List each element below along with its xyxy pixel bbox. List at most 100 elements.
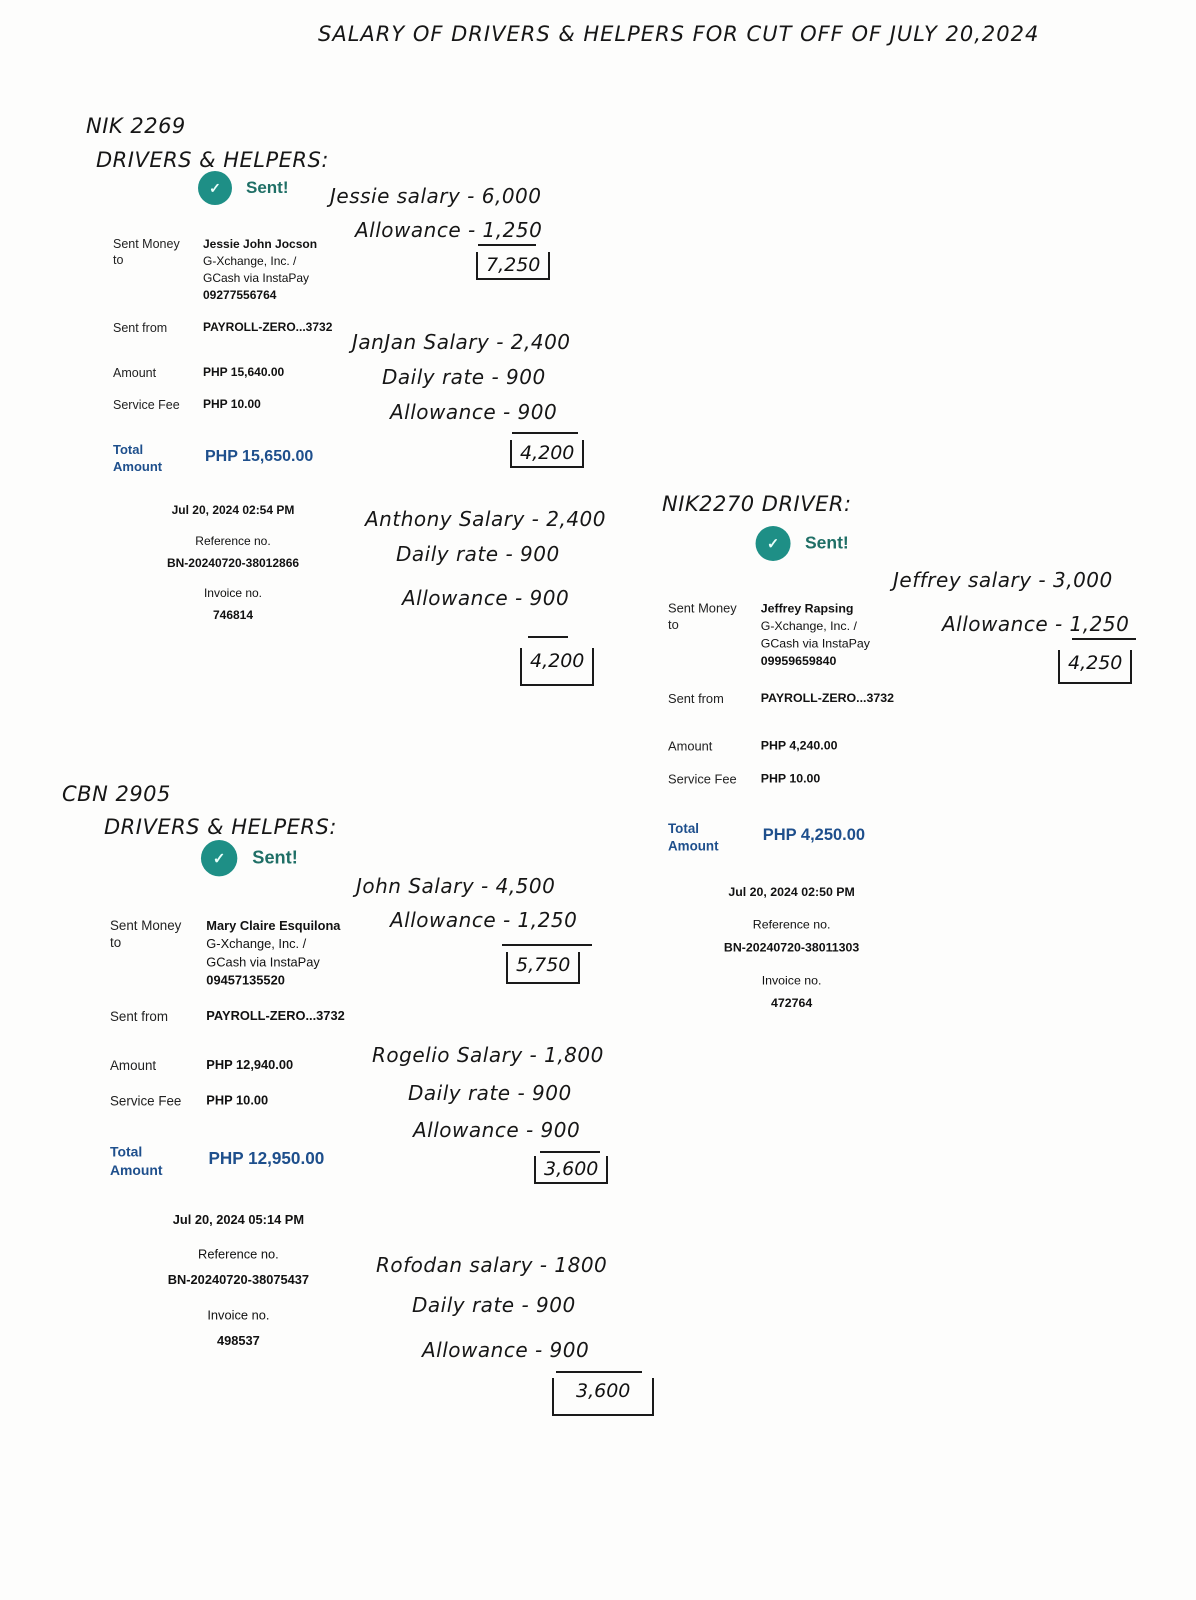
sent-label: Sent! xyxy=(246,178,289,197)
note-jessie-total: 7,250 xyxy=(476,252,551,280)
note-john-allowance: Allowance - 1,250 xyxy=(390,908,578,932)
invoice-number: 746814 xyxy=(212,608,254,622)
note-anthony-allowance: Allowance - 900 xyxy=(402,586,570,610)
amount-value: PHP 15,640.00 xyxy=(203,365,285,379)
fee-value: PHP 10.00 xyxy=(760,771,821,786)
note-rofodan-allowance: Allowance - 900 xyxy=(422,1338,590,1362)
note-rofodan-total: 3,600 xyxy=(552,1378,655,1416)
sent-from-label: Sent from xyxy=(110,1009,168,1025)
reference-label: Reference no. xyxy=(195,534,271,548)
reference-number: BN-20240720-38011303 xyxy=(723,940,860,955)
sent-from-value: PAYROLL-ZERO...3732 xyxy=(760,690,894,706)
fee-label: Service Fee xyxy=(668,772,737,787)
invoice-number: 472764 xyxy=(770,995,813,1011)
amount-value: PHP 12,940.00 xyxy=(206,1057,294,1073)
note-janjan-total: 4,200 xyxy=(510,440,585,468)
check-icon: ✓ xyxy=(755,526,791,562)
group-plate-nik2269: NIK 2269 xyxy=(86,114,186,138)
reference-label: Reference no. xyxy=(198,1246,279,1262)
datetime: Jul 20, 2024 02:54 PM xyxy=(171,503,295,517)
sum-line xyxy=(1072,638,1136,640)
receipt-nik2269: ✓ Sent! Sent Money to Jessie John Jocson … xyxy=(113,171,413,622)
sent-label: Sent! xyxy=(252,847,298,868)
sum-line xyxy=(502,944,592,946)
fee-value: PHP 10.00 xyxy=(203,397,261,411)
sent-status: ✓ Sent! xyxy=(755,526,849,562)
recipient-block: Jessie John Jocson G-Xchange, Inc. / GCa… xyxy=(203,236,317,304)
sent-money-label: Sent Money to xyxy=(668,601,737,633)
reference-label: Reference no. xyxy=(752,917,831,932)
note-rogelio-daily: Daily rate - 900 xyxy=(408,1081,572,1105)
sent-label: Sent! xyxy=(804,533,849,553)
note-jeffrey-total: 4,250 xyxy=(1058,650,1133,684)
account-number: 09457135520 xyxy=(206,972,285,988)
fee-value: PHP 10.00 xyxy=(206,1092,269,1108)
check-icon: ✓ xyxy=(200,840,238,877)
sent-status: ✓ Sent! xyxy=(198,171,289,205)
bank-line2: GCash via InstaPay xyxy=(203,271,310,285)
sum-line xyxy=(528,636,568,638)
note-anthony-total: 4,200 xyxy=(520,648,595,686)
fee-label: Service Fee xyxy=(113,398,180,412)
sent-from-value: PAYROLL-ZERO...3732 xyxy=(203,320,333,334)
sum-line xyxy=(540,1151,600,1153)
recipient-name: Jeffrey Rapsing xyxy=(760,601,854,616)
sent-money-label: Sent Money to xyxy=(110,918,182,951)
note-john-total: 5,750 xyxy=(506,952,581,984)
note-jessie-salary: Jessie salary - 6,000 xyxy=(330,184,542,208)
receipt-nik2270: ✓ Sent! Sent Money to Jeffrey Rapsing G-X… xyxy=(668,526,977,1010)
amount-label: Amount xyxy=(110,1058,157,1074)
sum-line xyxy=(512,432,578,434)
recipient-name: Jessie John Jocson xyxy=(203,237,318,251)
page-title: SALARY OF DRIVERS & HELPERS FOR CUT OFF … xyxy=(318,22,1040,46)
total-label: Total Amount xyxy=(113,442,163,474)
invoice-label: Invoice no. xyxy=(203,586,263,600)
invoice-number: 498537 xyxy=(216,1333,260,1349)
bank-line1: G-Xchange, Inc. / xyxy=(206,936,307,952)
note-john-salary: John Salary - 4,500 xyxy=(356,874,556,898)
total-value: PHP 4,250.00 xyxy=(762,826,866,845)
check-icon: ✓ xyxy=(198,171,232,205)
note-jeffrey-salary: Jeffrey salary - 3,000 xyxy=(893,568,1113,592)
sent-money-label: Sent Money to xyxy=(113,237,180,267)
reference-number: BN-20240720-38012866 xyxy=(166,556,300,570)
bank-line2: GCash via InstaPay xyxy=(206,954,320,970)
sent-status: ✓ Sent! xyxy=(200,840,298,877)
group-heading-nik2270: NIK2270 DRIVER: xyxy=(662,492,852,516)
total-label: Total Amount xyxy=(110,1143,163,1179)
bank-line2: GCash via InstaPay xyxy=(760,636,870,651)
invoice-label: Invoice no. xyxy=(207,1307,270,1323)
bank-line1: G-Xchange, Inc. / xyxy=(203,254,297,268)
account-number: 09277556764 xyxy=(203,288,277,302)
note-rogelio-allowance: Allowance - 900 xyxy=(413,1118,581,1142)
note-jessie-allowance: Allowance - 1,250 xyxy=(355,218,543,242)
note-janjan-daily: Daily rate - 900 xyxy=(382,365,546,389)
bank-line1: G-Xchange, Inc. / xyxy=(760,618,857,634)
fee-label: Service Fee xyxy=(110,1093,182,1109)
amount-label: Amount xyxy=(113,366,157,380)
note-rogelio-total: 3,600 xyxy=(534,1156,609,1184)
reference-number: BN-20240720-38075437 xyxy=(167,1272,310,1288)
sent-from-label: Sent from xyxy=(668,691,724,707)
group-heading-nik2269: DRIVERS & HELPERS: xyxy=(96,148,329,172)
note-rogelio-salary: Rogelio Salary - 1,800 xyxy=(372,1043,604,1067)
datetime: Jul 20, 2024 02:50 PM xyxy=(728,884,855,899)
receipt-cbn2905: ✓ Sent! Sent Money to Mary Claire Esquilo… xyxy=(110,840,431,1348)
sum-line xyxy=(478,244,536,246)
sum-line xyxy=(556,1371,642,1373)
invoice-label: Invoice no. xyxy=(761,973,822,988)
note-rofodan-daily: Daily rate - 900 xyxy=(412,1293,576,1317)
datetime: Jul 20, 2024 05:14 PM xyxy=(172,1212,305,1228)
note-jeffrey-allowance: Allowance - 1,250 xyxy=(942,612,1130,636)
total-value: PHP 15,650.00 xyxy=(205,448,314,465)
account-number: 09959659840 xyxy=(760,653,837,669)
note-janjan-allowance: Allowance - 900 xyxy=(390,400,558,424)
total-value: PHP 12,950.00 xyxy=(208,1150,325,1169)
group-plate-cbn2905: CBN 2905 xyxy=(62,782,171,806)
note-anthony-daily: Daily rate - 900 xyxy=(396,542,560,566)
group-heading-cbn2905: DRIVERS & HELPERS: xyxy=(104,815,337,839)
note-anthony-salary: Anthony Salary - 2,400 xyxy=(365,507,606,531)
recipient-block: Jeffrey Rapsing G-Xchange, Inc. / GCash … xyxy=(761,600,870,670)
amount-value: PHP 4,240.00 xyxy=(760,738,838,753)
amount-label: Amount xyxy=(668,739,713,754)
